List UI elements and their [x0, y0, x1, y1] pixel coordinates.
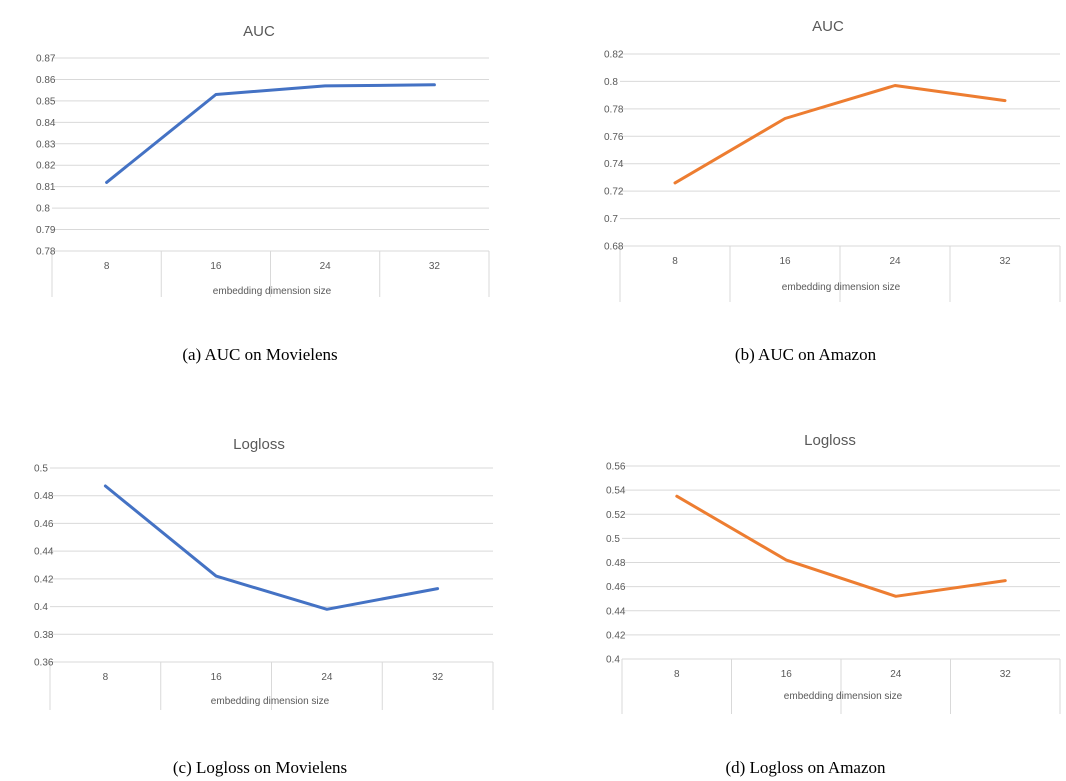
- x-tick-label: 24: [889, 256, 901, 267]
- y-tick-label: 0.46: [34, 519, 54, 530]
- series-line: [105, 83, 436, 184]
- x-tick-label: 32: [1000, 669, 1012, 680]
- y-tick-label: 0.81: [36, 182, 56, 193]
- chart-title: Logloss: [804, 432, 856, 449]
- x-tick-label: 8: [674, 669, 680, 680]
- y-tick-label: 0.86: [36, 75, 56, 86]
- y-tick-label: 0.78: [604, 104, 624, 115]
- x-tick-label: 16: [779, 256, 791, 267]
- y-tick-label: 0.7: [604, 214, 618, 225]
- x-tick-label: 24: [320, 261, 332, 272]
- x-tick-label: 32: [429, 261, 441, 272]
- chart-title: AUC: [243, 23, 275, 40]
- x-tick-label: 32: [999, 256, 1011, 267]
- chart-title: AUC: [812, 18, 844, 35]
- y-tick-label: 0.48: [606, 558, 626, 569]
- x-tick-label: 16: [781, 669, 793, 680]
- chart-svg: Logloss 0.560.540.520.50.480.460.440.420…: [606, 432, 1061, 714]
- x-axis-label: embedding dimension size: [213, 286, 332, 297]
- y-tick-label: 0.8: [36, 204, 50, 215]
- y-tick-label: 0.4: [34, 602, 48, 613]
- y-tick-label: 0.4: [606, 655, 620, 666]
- caption: (d) Logloss on Amazon: [725, 758, 886, 777]
- y-tick-label: 0.82: [604, 50, 624, 61]
- x-tick-label: 8: [104, 261, 110, 272]
- y-tick-label: 0.44: [34, 547, 54, 558]
- y-tick-label: 0.46: [606, 582, 626, 593]
- x-tick-label: 32: [432, 672, 444, 683]
- caption: (b) AUC on Amazon: [734, 345, 877, 364]
- y-tick-label: 0.84: [36, 118, 56, 129]
- y-tick-label: 0.56: [606, 462, 626, 473]
- x-axis-label: embedding dimension size: [782, 282, 901, 293]
- series-line: [675, 494, 1007, 598]
- x-tick-label: 8: [672, 256, 678, 267]
- y-tick-label: 0.78: [36, 247, 56, 258]
- x-axis-label: embedding dimension size: [211, 696, 330, 707]
- caption: (a) AUC on Movielens: [182, 345, 338, 364]
- chart-panel-auc-movielens: AUC 0.87 0.86 0.85 0.84 0.83 0.82 0.81 0.8 0.79 0…: [0, 0, 520, 320]
- y-tick-label: 0.82: [36, 161, 56, 172]
- chart-svg: AUC 0.87 0.86 0.85 0.84 0.83 0.82 0.81 0.8 0.79 0…: [36, 23, 490, 297]
- x-axis-label: embedding dimension size: [784, 691, 903, 702]
- chart-svg: AUC 0.82 0.8 0.78 0.76 0.74 0.72 0.7 0.68 8 16 24…: [604, 18, 1061, 302]
- y-tick-label: 0.42: [606, 630, 626, 641]
- y-tick-label: 0.68: [604, 242, 624, 253]
- series-line: [673, 84, 1007, 185]
- y-tick-label: 0.38: [34, 630, 54, 641]
- y-tick-label: 0.76: [604, 132, 624, 143]
- chart-title: Logloss: [233, 436, 285, 453]
- caption: (c) Logloss on Movielens: [172, 758, 348, 777]
- y-tick-label: 0.52: [606, 510, 626, 521]
- y-tick-label: 0.5: [34, 464, 48, 475]
- chart-panel-logloss-movielens: Logloss 0.5 0.48 0.46 0.44 0.42 0.4 0.38 0.36 8…: [0, 405, 520, 725]
- x-tick-label: 16: [211, 672, 223, 683]
- y-tick-label: 0.8: [604, 77, 618, 88]
- y-tick-label: 0.74: [604, 159, 624, 170]
- y-tick-label: 0.48: [34, 491, 54, 502]
- y-tick-label: 0.44: [606, 606, 626, 617]
- x-tick-label: 24: [321, 672, 333, 683]
- x-tick-label: 8: [103, 672, 109, 683]
- y-tick-label: 0.72: [604, 187, 624, 198]
- y-tick-label: 0.87: [36, 54, 56, 65]
- y-tick-label: 0.85: [36, 96, 56, 107]
- y-tick-label: 0.79: [36, 225, 56, 236]
- y-tick-label: 0.83: [36, 139, 56, 150]
- y-tick-label: 0.5: [606, 534, 620, 545]
- chart-panel-auc-amazon: AUC 0.82 0.8 0.78 0.76 0.74 0.72 0.7 0.68 8 16 24…: [545, 0, 1066, 320]
- chart-svg: Logloss 0.5 0.48 0.46 0.44 0.42 0.4 0.38 0.36 8…: [34, 436, 494, 710]
- x-tick-label: 24: [890, 669, 902, 680]
- y-tick-label: 0.54: [606, 486, 626, 497]
- y-tick-label: 0.42: [34, 574, 54, 585]
- y-tick-label: 0.36: [34, 658, 54, 669]
- chart-panel-logloss-amazon: Logloss 0.56 0.54 0.52 0.5 0.48 0.46 0.44 0.42 0…: [545, 405, 1066, 725]
- series-line: [103, 484, 440, 611]
- x-tick-label: 16: [210, 261, 222, 272]
